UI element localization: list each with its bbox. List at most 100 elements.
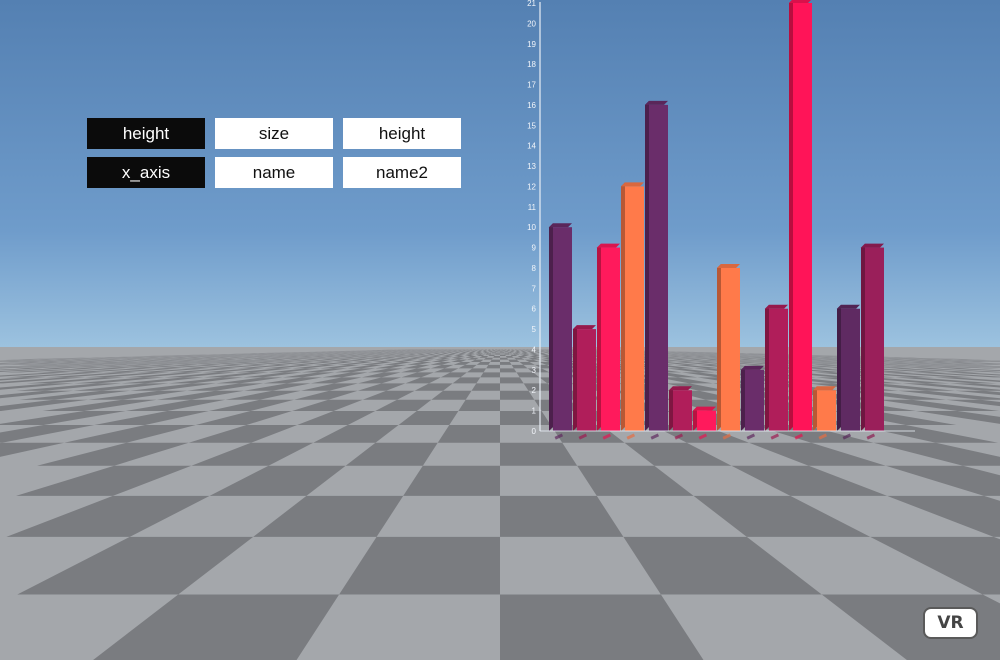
floor-tile bbox=[397, 349, 415, 351]
floor-tile bbox=[360, 362, 393, 365]
floor-tile bbox=[117, 356, 184, 358]
floor-tile bbox=[490, 359, 500, 363]
y-tick-label: 16 bbox=[527, 101, 536, 110]
floor-tile bbox=[535, 352, 546, 354]
floor-tile bbox=[950, 362, 1000, 364]
y-tick-label: 17 bbox=[527, 81, 536, 90]
floor-tile bbox=[362, 351, 387, 353]
floor-tile bbox=[37, 368, 126, 373]
bar-top-face bbox=[645, 100, 668, 105]
floor-tile bbox=[497, 350, 500, 351]
floor-tile bbox=[516, 372, 540, 378]
floor-tile bbox=[670, 351, 705, 353]
floor-tile bbox=[0, 410, 126, 426]
floor-tile bbox=[249, 352, 292, 354]
floor-tile bbox=[37, 442, 189, 466]
floor-tile bbox=[42, 364, 128, 369]
floor-tile bbox=[362, 390, 415, 400]
floor-tile bbox=[324, 352, 356, 354]
floor-tile bbox=[388, 349, 408, 351]
floor-tile bbox=[277, 354, 317, 357]
floor-tile bbox=[257, 353, 300, 355]
floor-tile bbox=[54, 357, 132, 360]
floor-tile bbox=[344, 350, 372, 352]
floor-tile bbox=[0, 390, 74, 399]
floor-tile bbox=[350, 350, 377, 352]
floor-tile bbox=[137, 357, 202, 360]
floor-tile bbox=[427, 349, 441, 351]
floor-tile bbox=[503, 349, 507, 351]
floor-tile bbox=[492, 350, 496, 351]
floor-tile bbox=[401, 350, 419, 351]
height-option-size-button[interactable]: size bbox=[215, 118, 333, 149]
floor-tile bbox=[320, 350, 351, 352]
floor-tile bbox=[391, 350, 411, 351]
enter-vr-button[interactable]: VR bbox=[923, 607, 978, 639]
floor-tile bbox=[366, 352, 391, 354]
floor-tile bbox=[500, 594, 704, 660]
floor-tile bbox=[332, 352, 363, 354]
floor-tile bbox=[219, 357, 271, 360]
floor-tile bbox=[749, 442, 886, 466]
floor-tile bbox=[915, 368, 1000, 373]
floor-tile bbox=[292, 399, 363, 411]
floor-tile bbox=[169, 368, 237, 373]
floor-tile bbox=[467, 357, 480, 360]
floor-tile bbox=[0, 359, 55, 362]
floor-tile bbox=[495, 353, 500, 355]
floor-tile bbox=[433, 368, 459, 373]
floor-tile bbox=[401, 349, 419, 351]
floor-tile bbox=[403, 364, 431, 369]
bar-top-face bbox=[597, 243, 620, 248]
floor-tile bbox=[301, 368, 348, 373]
floor-tile bbox=[305, 351, 339, 353]
floor-tile bbox=[458, 399, 500, 411]
floor-tile bbox=[265, 352, 306, 354]
floor-tile bbox=[440, 372, 467, 378]
y-tick-label: 2 bbox=[532, 386, 537, 395]
x-axis-option-name2-button[interactable]: name2 bbox=[343, 157, 461, 188]
floor-tile bbox=[448, 349, 459, 351]
floor-tile bbox=[678, 354, 717, 357]
floor-tile bbox=[476, 362, 491, 365]
floor-tile bbox=[290, 362, 334, 365]
y-tick-label: 11 bbox=[528, 203, 537, 212]
y-tick-label: 4 bbox=[532, 345, 537, 354]
chart-bars bbox=[549, 0, 884, 440]
floor-tile bbox=[0, 364, 58, 368]
floor-tile bbox=[395, 356, 418, 358]
x-tick-label bbox=[650, 433, 660, 440]
floor-tile bbox=[410, 350, 427, 352]
floor-tile bbox=[203, 357, 257, 360]
x-axis-option-name-button[interactable]: name bbox=[215, 157, 333, 188]
floor-tile bbox=[217, 353, 266, 355]
floor-tile bbox=[502, 350, 506, 351]
floor-tile bbox=[104, 357, 174, 360]
floor-tile bbox=[519, 350, 526, 351]
floor-tile bbox=[731, 465, 888, 496]
floor-tile bbox=[536, 350, 546, 351]
floor-tile bbox=[340, 356, 372, 358]
floor-tile bbox=[665, 383, 728, 391]
floor-tile bbox=[434, 350, 447, 352]
floor-tile bbox=[505, 350, 509, 352]
floor-tile bbox=[877, 399, 1000, 411]
floor-tile bbox=[282, 352, 320, 354]
y-tick-label: 5 bbox=[532, 325, 537, 334]
floor-tile bbox=[148, 354, 209, 357]
floor-tile bbox=[103, 356, 172, 358]
floor-tile bbox=[361, 350, 385, 351]
floor-tile bbox=[887, 495, 1000, 537]
bar-top-face bbox=[765, 304, 788, 309]
floor-tile bbox=[0, 368, 71, 372]
floor-tile bbox=[6, 495, 210, 537]
floor-tile bbox=[294, 359, 336, 363]
floor-tile bbox=[520, 351, 529, 353]
floor-tile bbox=[341, 352, 370, 354]
bar-front-face bbox=[625, 186, 644, 431]
floor-tile bbox=[298, 351, 333, 353]
height-option-height-button[interactable]: height bbox=[343, 118, 461, 149]
chart-bar bbox=[621, 182, 644, 440]
floor-tile bbox=[435, 349, 448, 351]
floor-tile bbox=[417, 354, 436, 357]
